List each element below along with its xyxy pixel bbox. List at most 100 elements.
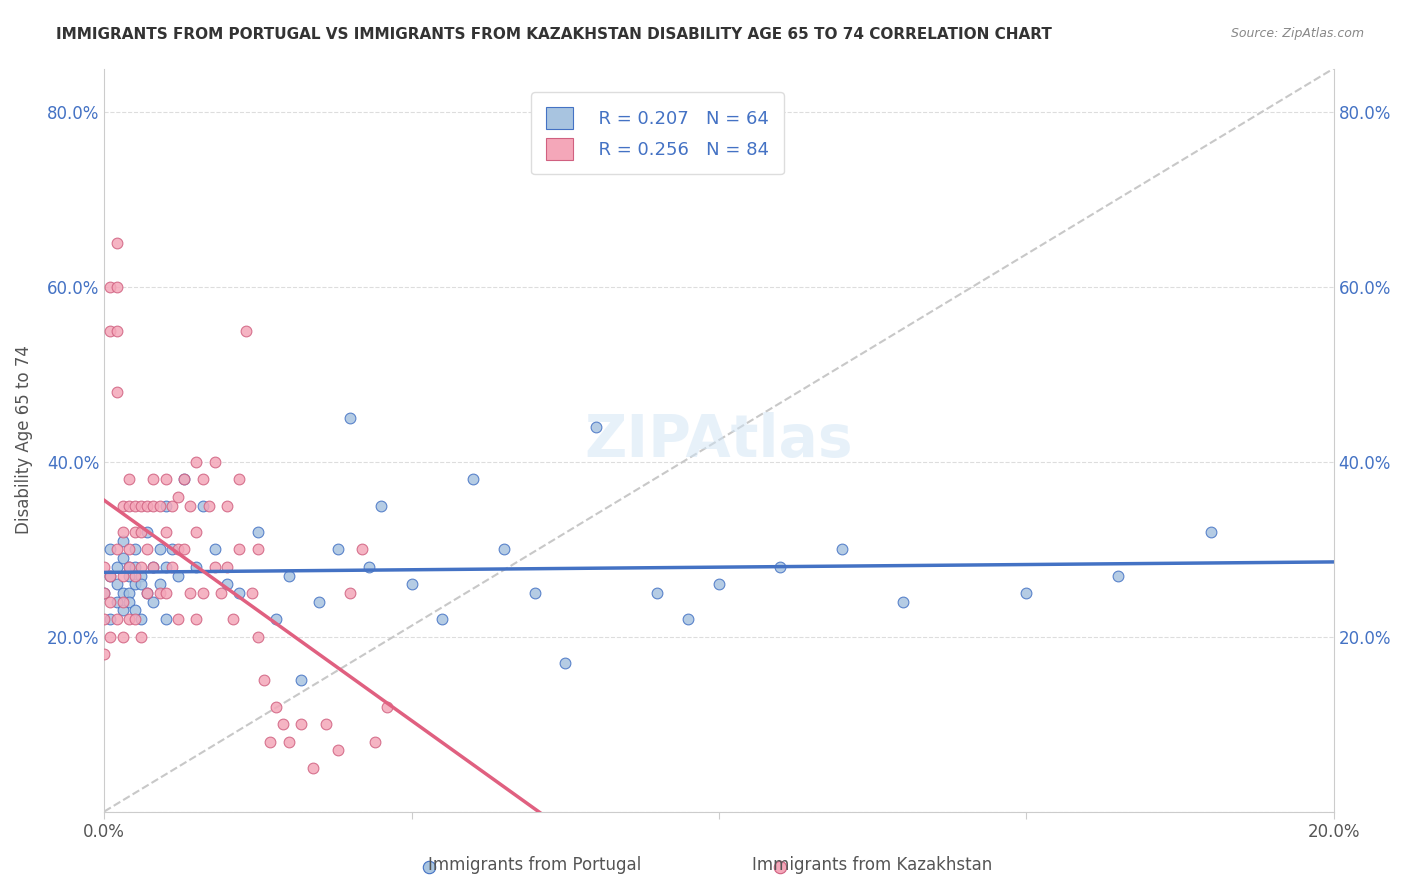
Point xyxy=(191,586,214,600)
Text: Source: ZipAtlas.com: Source: ZipAtlas.com xyxy=(1230,27,1364,40)
Point xyxy=(124,568,146,582)
Point xyxy=(129,499,152,513)
Point xyxy=(118,586,141,600)
Point xyxy=(271,717,294,731)
Point xyxy=(111,630,134,644)
Point xyxy=(370,499,392,513)
Point xyxy=(290,717,312,731)
Point xyxy=(129,612,152,626)
Point xyxy=(339,411,361,425)
Point xyxy=(148,499,170,513)
Point xyxy=(167,490,190,504)
Point xyxy=(129,568,152,582)
Text: ZIPAtlas: ZIPAtlas xyxy=(585,411,853,468)
Point xyxy=(173,472,195,486)
Point xyxy=(266,699,288,714)
Point xyxy=(277,568,299,582)
Point xyxy=(197,499,219,513)
Point xyxy=(105,280,128,294)
Point xyxy=(155,612,177,626)
Point xyxy=(118,542,141,557)
Point xyxy=(585,420,607,434)
Point xyxy=(228,472,250,486)
Point xyxy=(228,542,250,557)
Y-axis label: Disability Age 65 to 74: Disability Age 65 to 74 xyxy=(15,345,32,534)
Point xyxy=(111,533,134,548)
Point xyxy=(326,743,349,757)
Point xyxy=(217,577,239,591)
Legend:   R = 0.207   N = 64,   R = 0.256   N = 84: R = 0.207 N = 64, R = 0.256 N = 84 xyxy=(531,93,783,174)
Point xyxy=(707,577,730,591)
Point xyxy=(523,586,546,600)
Point xyxy=(217,559,239,574)
Point xyxy=(235,324,257,338)
Point xyxy=(1015,586,1038,600)
Point xyxy=(167,612,190,626)
Point xyxy=(1108,568,1130,582)
Point xyxy=(155,524,177,539)
Point xyxy=(100,595,122,609)
Point xyxy=(142,595,165,609)
Point xyxy=(186,559,208,574)
Point xyxy=(290,673,312,688)
Point xyxy=(100,630,122,644)
Point xyxy=(142,472,165,486)
Point xyxy=(118,559,141,574)
Point xyxy=(136,524,159,539)
Point xyxy=(186,524,208,539)
Point xyxy=(124,577,146,591)
Point xyxy=(93,612,115,626)
Point xyxy=(357,559,380,574)
Point xyxy=(160,499,183,513)
Point xyxy=(222,612,245,626)
Point xyxy=(118,499,141,513)
Point xyxy=(111,586,134,600)
Point xyxy=(167,542,190,557)
Point xyxy=(100,568,122,582)
Point xyxy=(142,559,165,574)
Point xyxy=(105,236,128,251)
Point xyxy=(246,524,269,539)
Text: Immigrants from Portugal: Immigrants from Portugal xyxy=(427,856,641,874)
Point xyxy=(136,499,159,513)
Point xyxy=(432,612,454,626)
Point xyxy=(204,559,226,574)
Point xyxy=(100,568,122,582)
Point xyxy=(100,280,122,294)
Point xyxy=(266,612,288,626)
Point xyxy=(492,542,515,557)
Point xyxy=(142,499,165,513)
Point xyxy=(155,499,177,513)
Point xyxy=(191,472,214,486)
Point xyxy=(105,324,128,338)
Point xyxy=(246,542,269,557)
Point xyxy=(111,551,134,566)
Point xyxy=(186,612,208,626)
Point xyxy=(209,586,232,600)
Point xyxy=(118,559,141,574)
Point xyxy=(118,472,141,486)
Point xyxy=(93,559,115,574)
Point xyxy=(155,472,177,486)
Point xyxy=(124,524,146,539)
Point xyxy=(124,542,146,557)
Point xyxy=(173,472,195,486)
Point xyxy=(277,734,299,748)
Point xyxy=(129,630,152,644)
Point xyxy=(111,603,134,617)
Point xyxy=(124,499,146,513)
Point xyxy=(148,586,170,600)
Point xyxy=(129,577,152,591)
Point xyxy=(240,586,263,600)
Point xyxy=(136,586,159,600)
Point xyxy=(179,586,201,600)
Point xyxy=(173,542,195,557)
Point xyxy=(891,595,914,609)
Point xyxy=(401,577,423,591)
Point xyxy=(136,586,159,600)
Point xyxy=(302,761,325,775)
Point xyxy=(160,542,183,557)
Point xyxy=(160,559,183,574)
Point xyxy=(118,612,141,626)
Point xyxy=(179,499,201,513)
